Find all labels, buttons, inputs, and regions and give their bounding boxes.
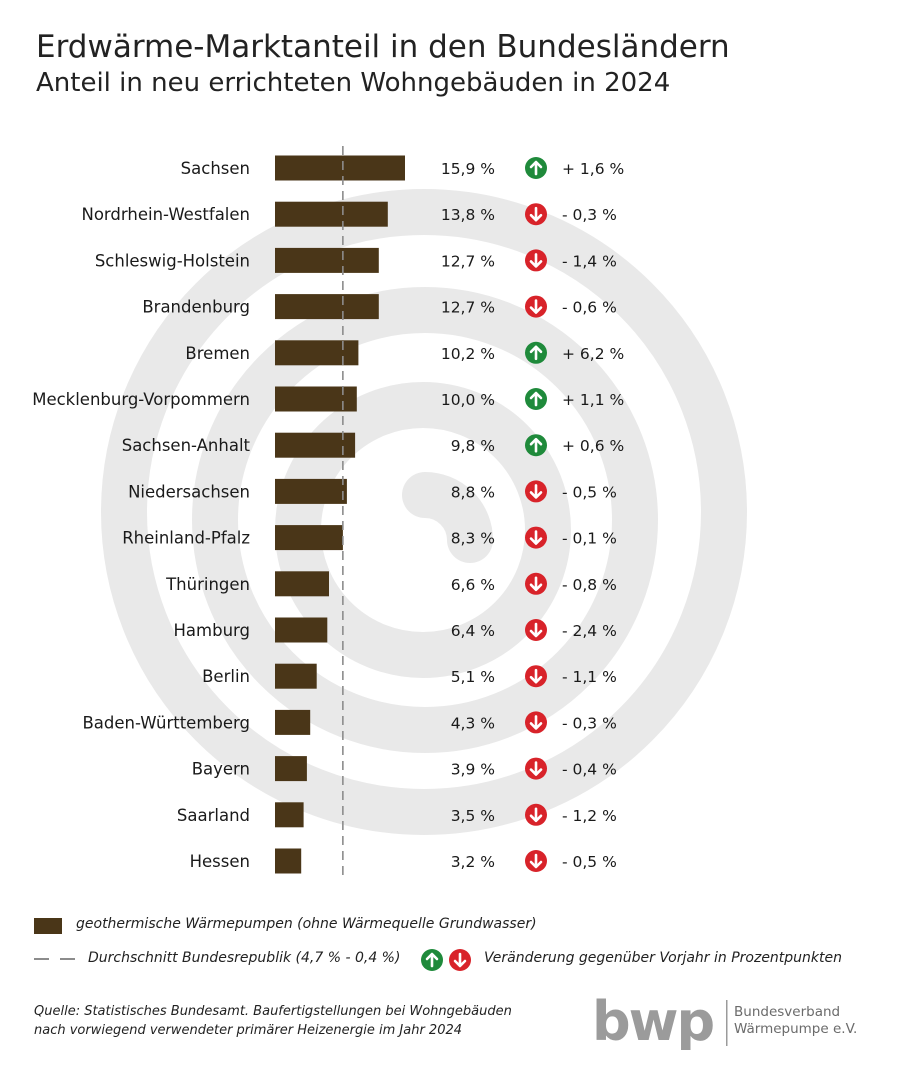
logo-line-1: Bundesverband	[734, 1004, 841, 1020]
category-label: Bremen	[185, 344, 250, 363]
arrow-down-icon	[525, 665, 547, 688]
chart-subtitle: Anteil in neu errichteten Wohngebäuden i…	[36, 68, 671, 98]
value-label: 3,5 %	[451, 807, 495, 825]
category-label: Rheinland-Pfalz	[122, 529, 250, 548]
category-label: Brandenburg	[142, 298, 250, 317]
legend-average-dash	[34, 958, 76, 960]
value-label: 12,7 %	[441, 252, 495, 270]
category-label: Saarland	[177, 806, 250, 825]
change-label: - 0,4 %	[562, 761, 617, 779]
change-label: - 0,1 %	[562, 530, 617, 548]
value-label: 10,0 %	[441, 391, 495, 409]
arrow-down-icon	[525, 850, 547, 872]
change-label: - 0,3 %	[562, 206, 617, 224]
change-label: + 6,2 %	[562, 345, 624, 363]
bar	[275, 802, 304, 828]
legend-bars-label: geothermische Wärmepumpen (ohne Wärmeque…	[76, 916, 537, 932]
bar	[275, 709, 311, 735]
value-label: 3,2 %	[451, 853, 495, 871]
bar-chart: Sachsen 15,9 % + 1,6 % Nordrhein-Westfalen 1…	[32, 146, 624, 880]
legend-change-icons	[421, 949, 471, 971]
arrow-down-icon	[525, 757, 547, 780]
arrow-down-icon	[525, 203, 547, 226]
bar	[275, 201, 388, 227]
bwp-logo: bwp	[592, 994, 728, 1050]
logo-mark: bwp	[592, 994, 714, 1050]
bar	[275, 294, 379, 320]
change-label: + 0,6 %	[562, 437, 624, 455]
category-label: Hamburg	[174, 621, 251, 640]
arrow-up-icon	[525, 388, 547, 410]
change-label: + 1,6 %	[562, 160, 624, 178]
change-label: - 0,3 %	[562, 714, 617, 732]
arrow-down-icon	[525, 572, 547, 595]
category-label: Berlin	[202, 667, 250, 686]
bar	[275, 525, 343, 551]
change-label: - 0,6 %	[562, 299, 617, 317]
arrow-down-icon	[525, 249, 547, 272]
value-label: 15,9 %	[441, 160, 495, 178]
change-label: - 0,8 %	[562, 576, 617, 594]
arrow-down-icon	[525, 295, 547, 318]
legend-change-label: Veränderung gegenüber Vorjahr in Prozent…	[484, 950, 843, 966]
arrow-down-icon	[525, 711, 547, 734]
change-label: - 0,5 %	[562, 483, 617, 501]
bar	[275, 617, 328, 643]
bar	[275, 663, 317, 689]
arrow-up-icon	[525, 341, 547, 364]
value-label: 9,8 %	[451, 437, 495, 455]
value-label: 8,8 %	[451, 483, 495, 501]
source-line-2: nach vorwiegend verwendeter primärer Hei…	[34, 1023, 463, 1038]
bar	[275, 756, 307, 782]
category-label: Bayern	[192, 760, 250, 779]
change-label: + 1,1 %	[562, 391, 624, 409]
value-label: 6,6 %	[451, 576, 495, 594]
value-label: 8,3 %	[451, 530, 495, 548]
value-label: 5,1 %	[451, 668, 495, 686]
value-label: 12,7 %	[441, 299, 495, 317]
arrow-down-icon	[525, 526, 547, 549]
chart-title: Erdwärme-Marktanteil in den Bundesländer…	[36, 29, 730, 65]
legend-average-label: Durchschnitt Bundesrepublik (4,7 % - 0,4…	[88, 950, 401, 966]
value-label: 6,4 %	[451, 622, 495, 640]
value-label: 4,3 %	[451, 714, 495, 732]
bar	[275, 247, 379, 273]
category-label: Niedersachsen	[128, 482, 250, 501]
category-label: Thüringen	[165, 575, 250, 594]
bar	[275, 340, 359, 366]
bar	[275, 478, 347, 504]
logo-text: Bundesverband Wärmepumpe e.V.	[734, 1004, 857, 1038]
arrow-down-icon	[525, 480, 547, 503]
arrow-down-icon	[525, 803, 547, 826]
bar	[275, 386, 357, 412]
logo-line-2: Wärmepumpe e.V.	[734, 1021, 858, 1037]
category-label: Sachsen	[181, 159, 250, 178]
category-label: Baden-Württemberg	[82, 713, 250, 732]
legend-arrow-up-icon	[421, 949, 443, 971]
change-label: - 2,4 %	[562, 622, 617, 640]
value-label: 10,2 %	[441, 345, 495, 363]
category-label: Nordrhein-Westfalen	[81, 205, 250, 224]
category-label: Mecklenburg-Vorpommern	[32, 390, 250, 409]
category-label: Schleswig-Holstein	[95, 251, 250, 270]
legend-bar-swatch	[34, 918, 62, 934]
arrow-up-icon	[525, 157, 547, 179]
bar	[275, 432, 356, 458]
category-label: Hessen	[190, 852, 250, 871]
bar	[275, 848, 302, 874]
arrow-down-icon	[525, 619, 547, 641]
value-label: 3,9 %	[451, 761, 495, 779]
change-label: - 1,1 %	[562, 668, 617, 686]
bar	[275, 155, 405, 181]
source-line-1: Quelle: Statistisches Bundesamt. Baufert…	[34, 1004, 512, 1019]
legend-arrow-down-icon	[449, 949, 471, 971]
value-label: 13,8 %	[441, 206, 495, 224]
bar	[275, 571, 329, 597]
arrow-up-icon	[525, 434, 547, 457]
change-label: - 0,5 %	[562, 853, 617, 871]
change-label: - 1,2 %	[562, 807, 617, 825]
source-note: Quelle: Statistisches Bundesamt. Baufert…	[34, 1002, 512, 1040]
category-label: Sachsen-Anhalt	[122, 436, 251, 455]
change-label: - 1,4 %	[562, 252, 617, 270]
